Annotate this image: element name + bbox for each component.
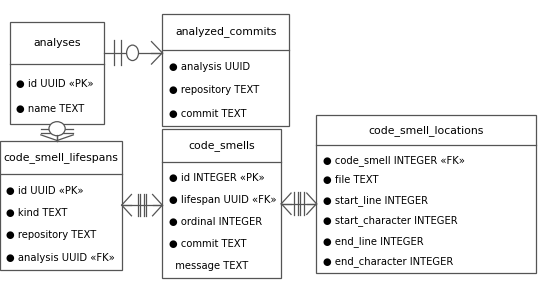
Text: ● code_smell INTEGER «FK»: ● code_smell INTEGER «FK» bbox=[323, 155, 465, 166]
Text: message TEXT: message TEXT bbox=[169, 261, 248, 271]
Text: ● id UUID «PK»: ● id UUID «PK» bbox=[16, 78, 94, 89]
FancyBboxPatch shape bbox=[162, 14, 289, 126]
Text: ● file TEXT: ● file TEXT bbox=[323, 175, 379, 185]
FancyBboxPatch shape bbox=[10, 22, 104, 124]
Text: ● id INTEGER «PK»: ● id INTEGER «PK» bbox=[169, 173, 265, 183]
FancyBboxPatch shape bbox=[162, 129, 281, 278]
Text: ● start_line INTEGER: ● start_line INTEGER bbox=[323, 195, 428, 206]
Ellipse shape bbox=[127, 45, 138, 60]
Text: ● lifespan UUID «FK»: ● lifespan UUID «FK» bbox=[169, 195, 276, 205]
Text: ● end_line INTEGER: ● end_line INTEGER bbox=[323, 236, 424, 247]
Text: analyses: analyses bbox=[34, 38, 81, 48]
Text: ● analysis UUID: ● analysis UUID bbox=[169, 62, 250, 72]
Text: ● kind TEXT: ● kind TEXT bbox=[6, 208, 68, 218]
Text: ● id UUID «PK»: ● id UUID «PK» bbox=[6, 186, 84, 196]
Text: ● end_character INTEGER: ● end_character INTEGER bbox=[323, 256, 453, 267]
Text: ● name TEXT: ● name TEXT bbox=[16, 105, 84, 114]
Ellipse shape bbox=[49, 122, 65, 136]
Text: code_smell_lifespans: code_smell_lifespans bbox=[3, 152, 118, 163]
Text: ● commit TEXT: ● commit TEXT bbox=[169, 239, 246, 249]
Text: ● start_character INTEGER: ● start_character INTEGER bbox=[323, 216, 458, 226]
Text: ● analysis UUID «FK»: ● analysis UUID «FK» bbox=[6, 253, 115, 262]
Text: code_smell_locations: code_smell_locations bbox=[368, 125, 484, 135]
FancyBboxPatch shape bbox=[0, 140, 122, 270]
Text: ● commit TEXT: ● commit TEXT bbox=[169, 109, 246, 119]
Text: ● repository TEXT: ● repository TEXT bbox=[6, 230, 97, 240]
Text: ● repository TEXT: ● repository TEXT bbox=[169, 85, 259, 96]
FancyBboxPatch shape bbox=[316, 115, 536, 273]
Text: code_smells: code_smells bbox=[188, 140, 255, 151]
Text: analyzed_commits: analyzed_commits bbox=[175, 26, 276, 37]
Text: ● ordinal INTEGER: ● ordinal INTEGER bbox=[169, 217, 262, 227]
